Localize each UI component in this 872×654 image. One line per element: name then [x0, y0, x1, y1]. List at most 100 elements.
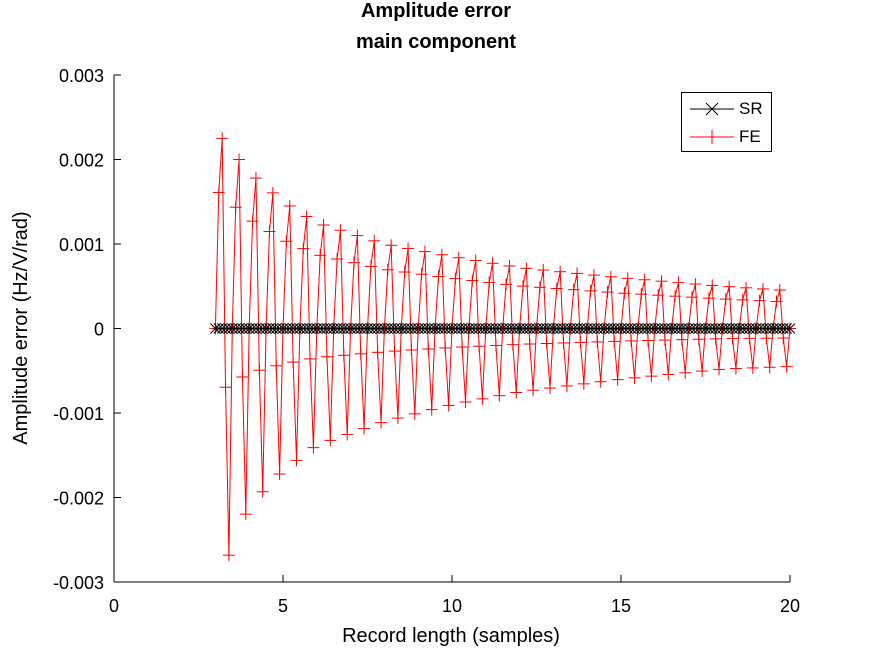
series-fe-line [214, 138, 791, 556]
series-fe-point [280, 235, 293, 248]
series-fe-point [780, 360, 793, 373]
series-fe-point [658, 334, 671, 347]
series-sr-point [781, 323, 792, 334]
series-fe-point [398, 266, 411, 279]
series-fe-point [233, 153, 246, 166]
series-fe-point [212, 186, 225, 199]
x-tick-label: 0 [109, 596, 119, 616]
series-fe-point [432, 270, 445, 283]
series-fe-point [354, 347, 367, 360]
series-fe-point [246, 215, 259, 228]
series-fe-point [510, 386, 523, 399]
series-fe-point [415, 268, 428, 281]
series-fe-point [746, 361, 759, 374]
series-fe-point [300, 210, 313, 223]
y-tick-label: 0.002 [59, 151, 104, 171]
series-fe-point [604, 270, 617, 283]
y-tick-label: -0.002 [53, 489, 104, 509]
legend-fe-swatch [690, 130, 734, 144]
series-fe-point [331, 252, 344, 265]
series-fe-point [405, 344, 418, 357]
series-fe-point [341, 428, 354, 441]
series-fe-point [222, 549, 235, 562]
series-fe-point [723, 280, 736, 293]
series-fe-point [621, 272, 634, 285]
series-fe-point [287, 356, 300, 369]
legend-entry-fe: FE [682, 125, 773, 149]
series-fe-point [777, 332, 790, 345]
series-fe-point [449, 272, 462, 285]
series-fe-point [347, 256, 360, 269]
series-fe-point [385, 239, 398, 252]
chart-title: Amplitude error [360, 0, 512, 22]
series-fe-point [391, 412, 404, 425]
series-fe-point [476, 392, 489, 405]
series-fe-point [550, 282, 563, 295]
series-fe-point [304, 352, 317, 365]
series-fe-point [351, 229, 364, 242]
series-fe-point [408, 407, 421, 420]
series-fe-point [571, 267, 584, 280]
legend: SR FE [681, 92, 772, 152]
tick-labels: -0.003 -0.002 -0.001 0 0.001 0.002 0.003 0 5 10 15… [53, 66, 800, 616]
series-fe-point [523, 338, 536, 351]
series-fe-point [229, 201, 242, 214]
series-fe-point [442, 399, 455, 412]
series-fe-point [540, 337, 553, 350]
series-fe-point [770, 295, 783, 308]
series-fe-point [503, 260, 516, 273]
series-fe-point [459, 396, 472, 409]
series-fe-point [216, 132, 229, 145]
series-fe-point [635, 288, 648, 301]
series-fe-point [249, 172, 262, 185]
series-fe-point [266, 186, 279, 199]
series-layer [209, 132, 796, 562]
x-tick-label: 20 [780, 596, 800, 616]
series-fe-point [618, 287, 631, 300]
series-fe-point [645, 370, 658, 383]
series-fe-point [388, 345, 401, 358]
series-fe-point [574, 336, 587, 349]
series-fe-point [702, 292, 715, 305]
series-fe-point [601, 286, 614, 299]
series-fe-point [587, 269, 600, 282]
series-fe-point [506, 338, 519, 351]
series-fe-point [520, 262, 533, 275]
series-fe-point [706, 279, 719, 292]
series-fe-point [320, 350, 333, 363]
series-fe-point [368, 234, 381, 247]
series-fe-point [584, 284, 597, 297]
series-fe-point [544, 382, 557, 395]
series-fe-point [696, 365, 709, 378]
series-fe-point [652, 289, 665, 302]
series-fe-point [483, 276, 496, 289]
y-tick-label: 0.003 [59, 66, 104, 86]
legend-sr-label: SR [739, 99, 763, 118]
series-fe-point [371, 346, 384, 359]
series-fe-point [743, 332, 756, 345]
x-tick-label: 15 [611, 596, 631, 616]
series-fe-point [689, 277, 702, 290]
series-fe-point [719, 293, 732, 306]
series-fe-point [263, 225, 276, 238]
x-tick-label: 5 [278, 596, 288, 616]
series-fe-point [537, 264, 550, 277]
series-fe-point [557, 336, 570, 349]
series-fe-point [307, 441, 320, 454]
series-fe-point [516, 280, 529, 293]
series-fe-point [493, 389, 506, 402]
series-fe-point [358, 422, 371, 435]
series-fe-point [533, 281, 546, 294]
series-fe-point [456, 341, 469, 354]
series-fe-point [418, 245, 431, 258]
legend-entry-sr: SR [682, 97, 773, 121]
series-fe-point [334, 224, 347, 237]
series-fe-point [753, 294, 766, 307]
series-fe-point [435, 248, 448, 261]
series-fe-point [655, 275, 668, 288]
series-fe-point [729, 362, 742, 375]
series-fe-point [760, 332, 773, 345]
series-fe-point [466, 274, 479, 287]
chart-subtitle: main component [355, 31, 516, 53]
